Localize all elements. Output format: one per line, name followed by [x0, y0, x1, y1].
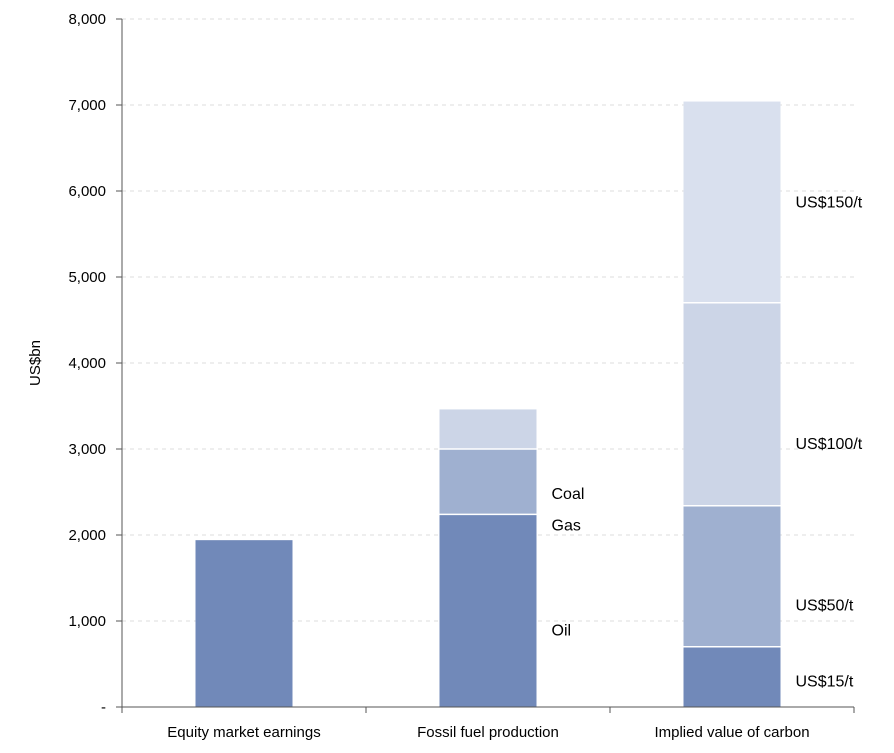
- x-category-label: Equity market earnings: [167, 724, 320, 741]
- bar-segment: [439, 514, 537, 707]
- segment-label: Oil: [552, 623, 572, 640]
- y-tick-label: 7,000: [68, 97, 106, 114]
- y-tick-labels: - 1,000 2,000 3,000 4,000 5,000 6,000 7,000 8,00…: [68, 11, 106, 716]
- y-tick-label: 4,000: [68, 355, 106, 372]
- x-category-labels: Equity market earnings Fossil fuel produc…: [167, 724, 809, 741]
- y-tick-label: 6,000: [68, 183, 106, 200]
- bar-segment: [195, 540, 293, 707]
- bars: [195, 101, 781, 707]
- bar-segment: [683, 302, 781, 506]
- segment-label: Gas: [552, 518, 581, 535]
- y-tick-label: 8,000: [68, 11, 106, 28]
- bar-segment: [439, 449, 537, 515]
- y-tick-label: 1,000: [68, 613, 106, 630]
- segment-label: Coal: [552, 486, 585, 503]
- y-tick-label: 3,000: [68, 441, 106, 458]
- axes: [116, 18, 855, 713]
- y-tick-label: 5,000: [68, 269, 106, 286]
- bar-segment: [683, 505, 781, 647]
- bar-segment: [683, 101, 781, 303]
- segment-label: US$100/t: [796, 436, 863, 453]
- segment-labels: Oil Gas Coal US$15/t US$50/t US$100/t US$150/t: [552, 194, 863, 690]
- segment-label: US$150/t: [796, 194, 863, 211]
- y-tick-label: -: [101, 699, 106, 716]
- bar-segment: [439, 409, 537, 449]
- y-axis-label: US$bn: [27, 340, 44, 386]
- bar-segment: [683, 646, 781, 707]
- segment-label: US$15/t: [796, 673, 854, 690]
- y-tick-label: 2,000: [68, 527, 106, 544]
- segment-label: US$50/t: [796, 598, 854, 615]
- x-category-label: Implied value of carbon: [654, 724, 809, 741]
- x-category-label: Fossil fuel production: [417, 724, 559, 741]
